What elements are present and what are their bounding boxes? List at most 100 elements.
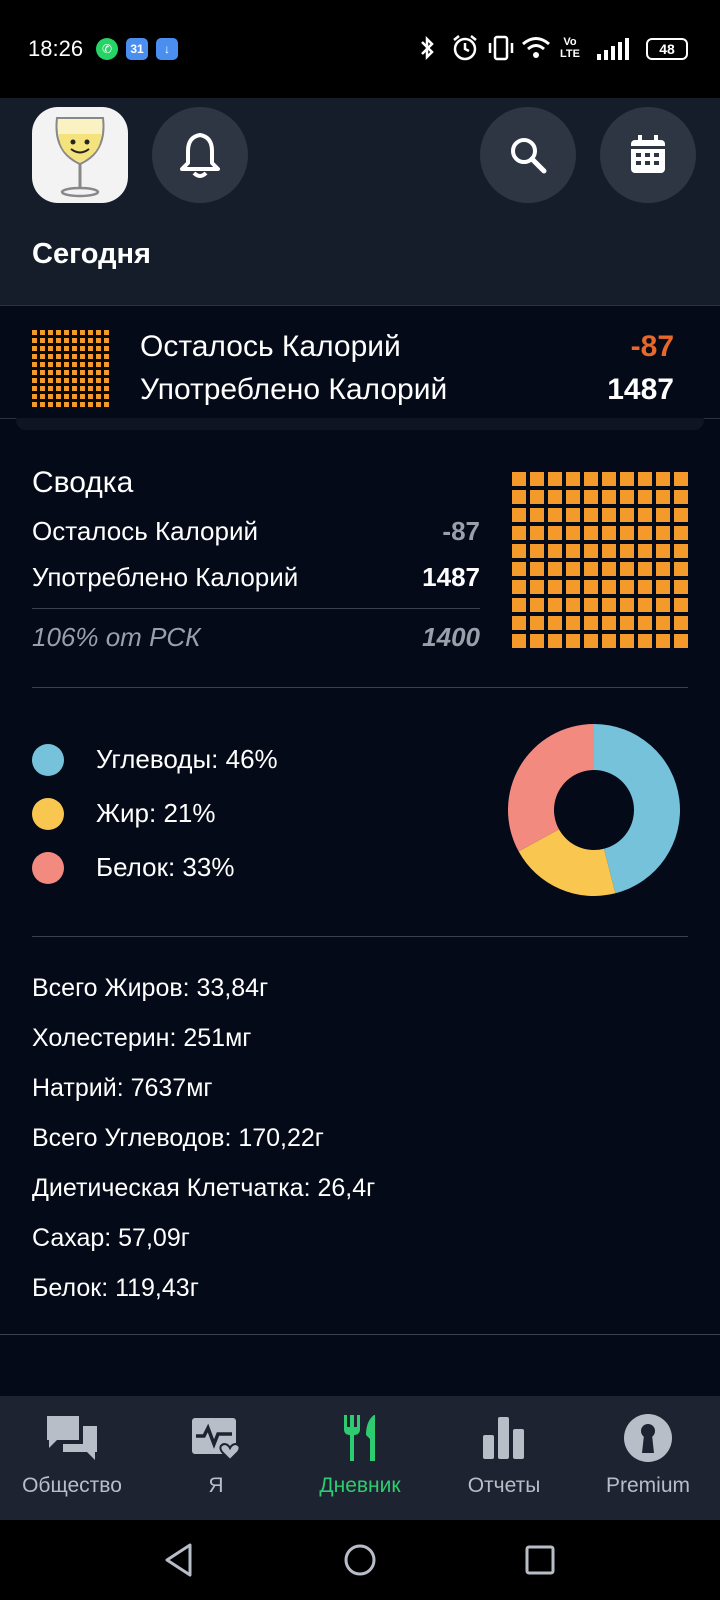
calorie-grid-cell: [530, 580, 544, 594]
calorie-grid-cell: [674, 472, 688, 486]
nav-item-reports[interactable]: Отчеты: [432, 1396, 576, 1520]
calorie-grid-cell: [548, 634, 562, 648]
calendar-button[interactable]: [600, 107, 696, 203]
calorie-grid-cell: [620, 562, 634, 576]
calorie-grid-cell: [566, 490, 580, 504]
calorie-grid-cell: [32, 370, 37, 375]
top-remaining-value: -87: [630, 330, 674, 363]
strip-shadow: [16, 418, 704, 430]
calorie-grid-cell: [638, 616, 652, 630]
download-icon: ↓: [156, 38, 178, 60]
calorie-grid-cell: [530, 562, 544, 576]
calorie-grid-cell: [512, 526, 526, 540]
calorie-grid-cell: [566, 616, 580, 630]
calorie-grid-cell: [72, 330, 77, 335]
calorie-grid-cell: [64, 386, 69, 391]
calorie-grid-cell: [584, 580, 598, 594]
summary-remaining-label: Осталось Калорий: [32, 516, 259, 546]
nav-label-diary: Дневник: [319, 1474, 401, 1497]
calorie-grid-cell: [96, 354, 101, 359]
calorie-grid-cell: [566, 472, 580, 486]
calorie-grid-cell: [88, 402, 93, 407]
calorie-grid-cell: [530, 598, 544, 612]
calorie-grid-cell: [80, 386, 85, 391]
nav-item-me[interactable]: Я: [144, 1396, 288, 1520]
calorie-grid-cell: [40, 402, 45, 407]
nutrient-total-fat: Всего Жиров: 33,84г: [32, 974, 269, 1002]
calorie-grid-small: [32, 330, 109, 407]
app-logo[interactable]: [32, 107, 128, 203]
calorie-grid-cell: [88, 362, 93, 367]
recents-icon[interactable]: [524, 1544, 556, 1576]
nav-item-diary[interactable]: Дневник: [288, 1396, 432, 1520]
calorie-grid-cell: [104, 346, 109, 351]
calorie-grid-cell: [656, 508, 670, 522]
notifications-button[interactable]: [152, 107, 248, 203]
calorie-grid-cell: [64, 378, 69, 383]
calorie-grid-cell: [674, 580, 688, 594]
page-title: Сегодня: [32, 238, 151, 270]
calorie-grid-cell: [602, 544, 616, 558]
status-bar: [0, 0, 720, 98]
calorie-grid-cell: [32, 362, 37, 367]
nav-item-premium[interactable]: Premium: [576, 1396, 720, 1520]
calorie-grid-cell: [656, 544, 670, 558]
back-icon[interactable]: [162, 1542, 196, 1578]
summary-consumed-label: Употреблено Калорий: [32, 562, 299, 592]
carbs-slice: [594, 724, 680, 894]
calorie-grid-cell: [104, 354, 109, 359]
calorie-grid-cell: [56, 370, 61, 375]
calorie-grid-cell: [620, 526, 634, 540]
calorie-grid-cell: [656, 562, 670, 576]
nav-label-community: Общество: [22, 1474, 122, 1497]
calorie-grid-cell: [72, 346, 77, 351]
calorie-grid-cell: [72, 378, 77, 383]
summary-title: Сводка: [32, 466, 134, 499]
calorie-grid-cell: [584, 508, 598, 522]
calorie-grid-cell: [64, 354, 69, 359]
bell-icon: [180, 133, 220, 178]
calorie-grid-cell: [584, 472, 598, 486]
calorie-grid-cell: [530, 490, 544, 504]
calorie-grid-cell: [72, 362, 77, 367]
calorie-grid-cell: [584, 490, 598, 504]
summary-remaining-value: -87: [442, 516, 480, 546]
calorie-grid-cell: [566, 508, 580, 522]
calorie-grid-cell: [80, 370, 85, 375]
calorie-grid-cell: [56, 402, 61, 407]
nav-label-premium: Premium: [605, 1474, 690, 1497]
calendar-icon: [631, 135, 665, 173]
calorie-grid-cell: [674, 598, 688, 612]
calorie-grid-cell: [96, 346, 101, 351]
calorie-grid-cell: [104, 330, 109, 335]
calorie-grid-cell: [620, 634, 634, 648]
calorie-grid-cell: [32, 330, 37, 335]
section-divider-2: [32, 936, 688, 937]
summary-consumed-value: 1487: [422, 562, 480, 592]
calorie-grid-cell: [512, 616, 526, 630]
calorie-grid-cell: [88, 370, 93, 375]
calorie-grid-cell: [96, 378, 101, 383]
calorie-grid-cell: [602, 580, 616, 594]
search-button[interactable]: [480, 107, 576, 203]
calorie-grid-cell: [530, 472, 544, 486]
calorie-grid-cell: [80, 330, 85, 335]
calorie-grid-cell: [656, 580, 670, 594]
calorie-grid-cell: [656, 634, 670, 648]
calorie-grid-cell: [48, 354, 53, 359]
bar-chart-icon: [483, 1417, 524, 1459]
calorie-grid-cell: [40, 362, 45, 367]
nav-item-community[interactable]: Общество: [0, 1396, 144, 1520]
fat-legend-label: Жир: 21%: [96, 798, 216, 828]
nutrient-protein: Белок: 119,43г: [32, 1274, 199, 1302]
macro-donut-chart: [508, 724, 680, 896]
calorie-grid-cell: [56, 330, 61, 335]
home-icon[interactable]: [342, 1542, 378, 1578]
nutrient-sugar: Сахар: 57,09г: [32, 1224, 190, 1252]
calorie-grid-cell: [638, 562, 652, 576]
top-remaining-label: Осталось Калорий: [140, 330, 401, 363]
calorie-grid-cell: [512, 508, 526, 522]
battery-icon: 48: [646, 38, 688, 60]
calorie-grid-cell: [674, 562, 688, 576]
calorie-grid-cell: [64, 346, 69, 351]
